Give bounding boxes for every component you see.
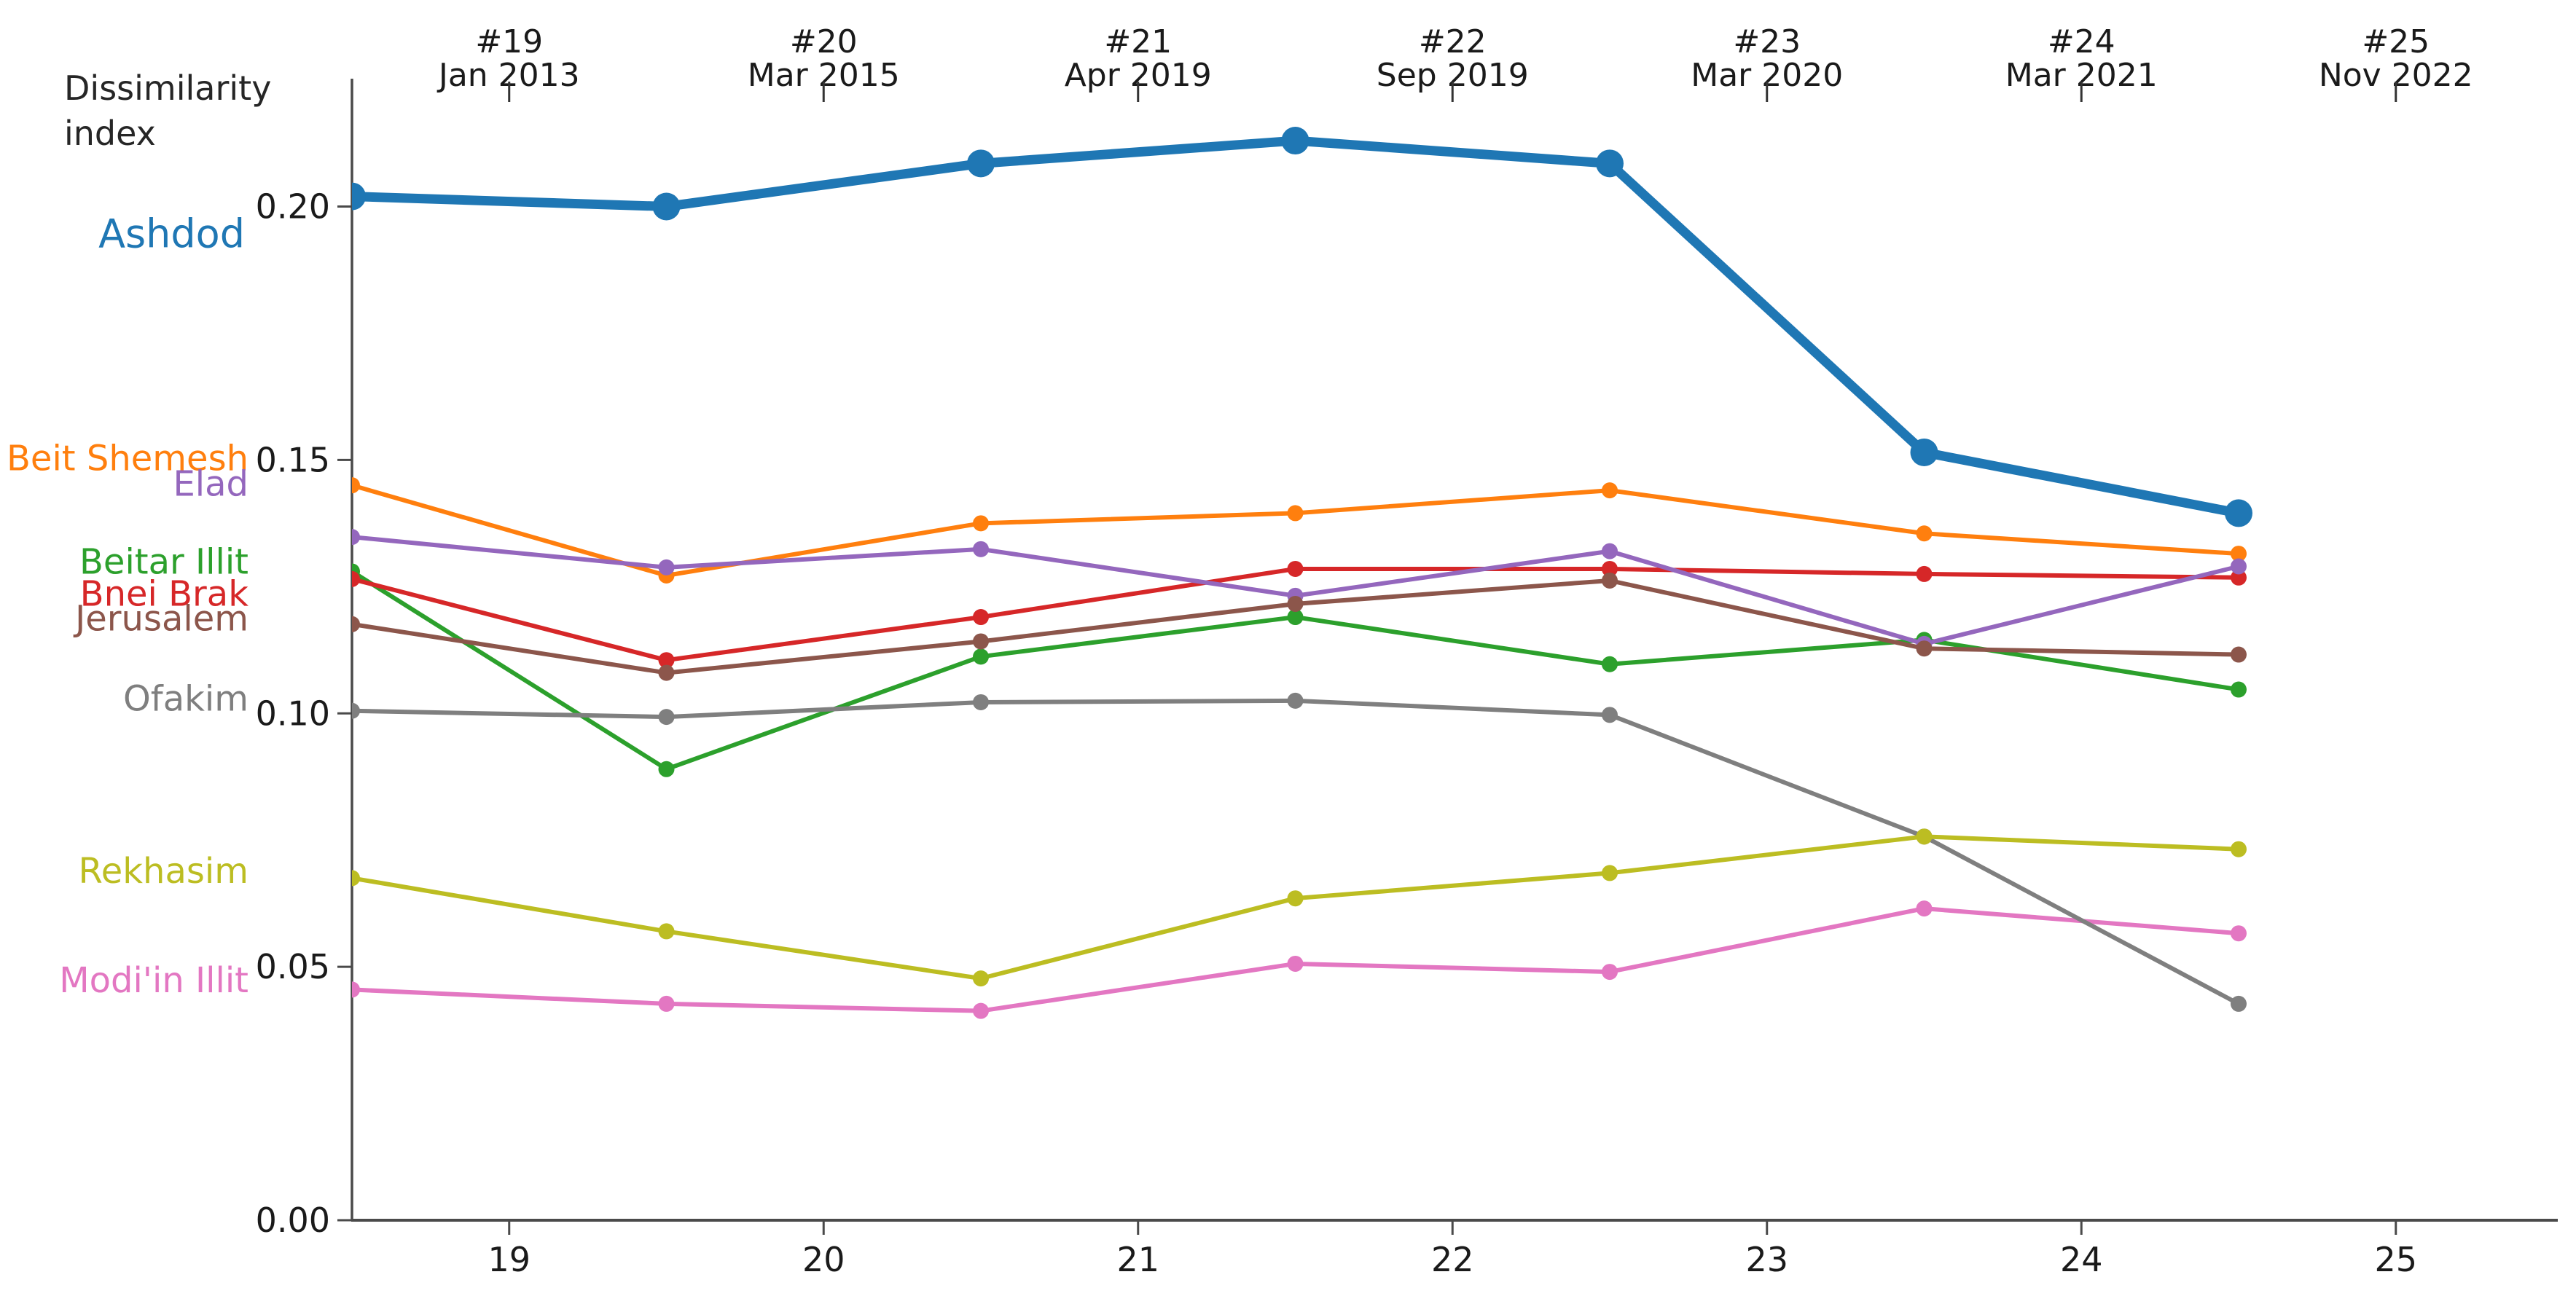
data-point-modi-in-illit-24.5: [2231, 925, 2247, 942]
series-label-beitar-illit: Beitar Illit: [79, 542, 248, 583]
series-label-modi-in-illit: Modi'in Illit: [59, 960, 248, 1001]
data-point-jerusalem-18.5: [352, 616, 360, 632]
top-tick-election-label: #25: [2362, 23, 2430, 60]
data-point-rekhasim-20.5: [973, 970, 989, 987]
top-tick-election-label: #22: [1419, 23, 1487, 60]
data-point-modi-in-illit-23.5: [1916, 900, 1933, 917]
series-label-jerusalem: Jerusalem: [73, 598, 248, 639]
x-tick-label: 25: [2374, 1240, 2417, 1279]
axes-spines: [351, 79, 2558, 1222]
data-point-beit-shemesh-23.5: [1916, 525, 1933, 542]
y-tick-label: 0.00: [256, 1201, 330, 1240]
data-point-jerusalem-21.5: [1287, 595, 1304, 612]
x-tick-label: 23: [1745, 1240, 1788, 1279]
x-tick-label: 24: [2060, 1240, 2103, 1279]
data-point-modi-in-illit-22.5: [1602, 964, 1618, 981]
series-label-ashdod: Ashdod: [98, 211, 245, 256]
data-point-ashdod-20.5: [967, 149, 995, 178]
data-point-modi-in-illit-21.5: [1287, 955, 1304, 972]
data-point-bnei-brak-23.5: [1916, 565, 1933, 582]
data-point-ofakim-19.5: [658, 709, 675, 726]
data-point-beit-shemesh-21.5: [1287, 505, 1304, 522]
data-point-beitar-illit-24.5: [2231, 681, 2247, 698]
data-point-ashdod-22.5: [1596, 149, 1624, 178]
x-tick-label: 19: [488, 1240, 531, 1279]
data-point-ashdod-24.5: [2225, 499, 2252, 527]
top-tick-election-label: #23: [1733, 23, 1801, 60]
data-point-bnei-brak-22.5: [1602, 560, 1618, 577]
y-tick-label: 0.05: [256, 947, 330, 986]
data-point-jerusalem-23.5: [1916, 640, 1933, 657]
x-tick-label: 22: [1431, 1240, 1474, 1279]
data-point-rekhasim-22.5: [1602, 865, 1618, 881]
top-tick-election-label: #21: [1104, 23, 1172, 60]
data-point-ofakim-18.5: [352, 702, 360, 719]
data-point-jerusalem-24.5: [2231, 646, 2247, 663]
data-point-beit-shemesh-18.5: [352, 477, 360, 494]
data-point-jerusalem-20.5: [973, 633, 989, 650]
data-point-rekhasim-18.5: [352, 870, 360, 887]
data-point-elad-24.5: [2231, 558, 2247, 575]
data-point-rekhasim-23.5: [1916, 828, 1933, 845]
series-label-elad: Elad: [173, 463, 248, 504]
data-point-ashdod-23.5: [1910, 438, 1938, 466]
data-point-ashdod-18.5: [352, 182, 366, 211]
data-point-rekhasim-21.5: [1287, 890, 1304, 907]
data-point-beitar-illit-21.5: [1287, 609, 1304, 626]
top-tick-election-label: #20: [790, 23, 858, 60]
data-point-elad-22.5: [1602, 543, 1618, 559]
top-tick-election-label: #19: [475, 23, 543, 60]
data-point-rekhasim-24.5: [2231, 841, 2247, 857]
x-tick-label: 20: [802, 1240, 845, 1279]
data-point-beitar-illit-22.5: [1602, 656, 1618, 672]
data-point-ofakim-20.5: [973, 694, 989, 710]
top-tick-election-label: #24: [2048, 23, 2115, 60]
x-axis: 19 20 21 22 23 24 25: [488, 1220, 2417, 1279]
y-axis: 0.00 0.05 0.10 0.15 0.20: [256, 187, 352, 1240]
series-label-rekhasim: Rekhasim: [79, 851, 248, 892]
data-point-bnei-brak-18.5: [352, 570, 360, 587]
y-tick-label: 0.10: [256, 694, 330, 733]
data-point-beit-shemesh-24.5: [2231, 546, 2247, 562]
data-point-ofakim-22.5: [1602, 707, 1618, 723]
data-point-jerusalem-22.5: [1602, 572, 1618, 589]
data-point-ofakim-24.5: [2231, 995, 2247, 1012]
data-point-modi-in-illit-20.5: [973, 1002, 989, 1019]
data-point-bnei-brak-19.5: [658, 652, 675, 669]
data-point-ashdod-21.5: [1281, 127, 1309, 155]
data-point-modi-in-illit-18.5: [352, 981, 360, 998]
x-tick-label: 21: [1116, 1240, 1159, 1279]
data-point-ashdod-19.5: [652, 192, 681, 221]
series-group: [352, 127, 2252, 1019]
series-label-ofakim: Ofakim: [123, 678, 248, 719]
data-point-beitar-illit-19.5: [658, 761, 675, 777]
data-point-bnei-brak-24.5: [2231, 569, 2247, 586]
data-point-rekhasim-19.5: [658, 923, 675, 940]
y-tick-label: 0.20: [256, 187, 330, 227]
data-point-beit-shemesh-20.5: [973, 515, 989, 532]
series-label-beit-shemesh: Beit Shemesh: [7, 439, 248, 479]
data-point-elad-19.5: [658, 559, 675, 576]
data-point-elad-18.5: [352, 529, 360, 546]
series-label-bnei-brak: Bnei Brak: [80, 573, 249, 614]
data-point-modi-in-illit-19.5: [658, 995, 675, 1012]
data-point-bnei-brak-21.5: [1287, 560, 1304, 577]
data-point-beit-shemesh-22.5: [1602, 482, 1618, 499]
data-point-elad-20.5: [973, 541, 989, 557]
data-point-ofakim-21.5: [1287, 692, 1304, 709]
data-point-beitar-illit-20.5: [973, 648, 989, 665]
data-point-bnei-brak-20.5: [973, 609, 989, 626]
series-line-ashdod: [352, 135, 2244, 518]
data-point-jerusalem-19.5: [658, 664, 675, 681]
y-tick-label: 0.15: [256, 440, 330, 479]
y-axis-title: Dissimilarity index: [64, 68, 272, 154]
